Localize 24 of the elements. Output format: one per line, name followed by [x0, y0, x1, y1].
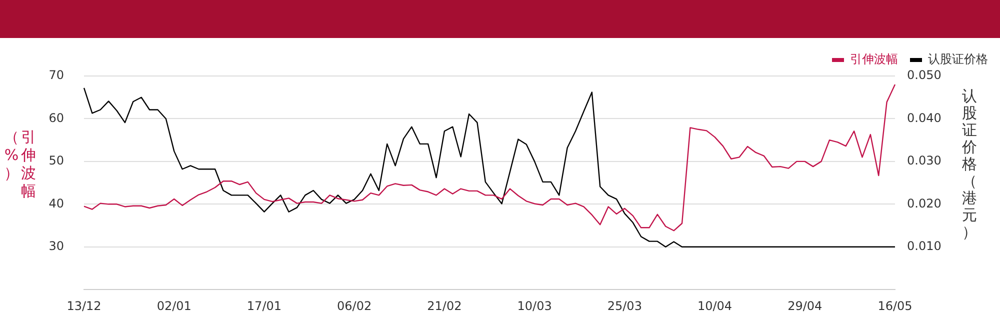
x-tick-label: 10/03 [517, 298, 552, 313]
x-tick-label: 10/04 [697, 298, 732, 313]
x-tick-label: 21/02 [427, 298, 462, 313]
text: 认股证价格（港元） [962, 87, 977, 241]
x-tick-label: 13/12 [66, 298, 102, 313]
text: 引伸波幅（%） [4, 128, 36, 200]
y2-tick-label: 0.040 [907, 110, 942, 125]
y-tick-label: 60 [48, 110, 64, 125]
x-tick-label: 25/03 [607, 298, 642, 313]
legend-label: 引伸波幅 [850, 52, 898, 66]
y-tick-label: 40 [48, 196, 64, 210]
y2-tick-label: 0.050 [907, 68, 942, 82]
legend-label: 认股证价格 [928, 52, 988, 66]
y-tick-label: 50 [48, 154, 64, 168]
y-tick-label: 70 [48, 68, 64, 82]
x-tick-label: 29/04 [788, 298, 822, 313]
x-tick-label: 16/05 [878, 298, 912, 313]
y2-tick-label: 0.010 [907, 239, 942, 254]
y2-tick-label: 0.020 [907, 196, 942, 210]
x-tick-label: 17/01 [246, 298, 282, 313]
x-tick-label: 06/02 [337, 298, 372, 313]
y-tick-label: 30 [48, 239, 64, 254]
y2-tick-label: 0.030 [907, 154, 942, 168]
x-tick-label: 02/01 [156, 298, 192, 313]
